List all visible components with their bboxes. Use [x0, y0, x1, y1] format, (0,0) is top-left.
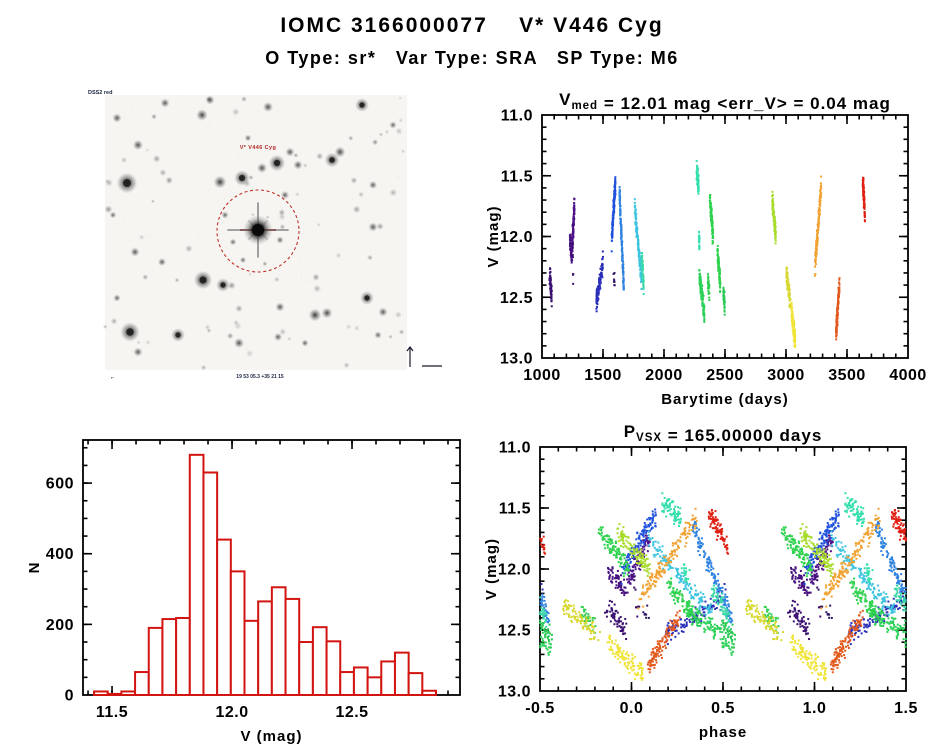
- lightcurve-points: [548, 160, 866, 348]
- field-stars: [109, 95, 397, 357]
- target-circle: [216, 189, 300, 273]
- target-label: V* V446 Cyg: [240, 145, 277, 151]
- svg-text:13.0: 13.0: [500, 351, 533, 368]
- phase-plot-title: PVSX = 165.00000 days: [624, 422, 823, 445]
- svg-text:3000: 3000: [767, 367, 805, 384]
- svg-text:12.5: 12.5: [335, 704, 368, 721]
- histogram-ylabel: N: [26, 562, 43, 574]
- lightcurve-xlabel: Barytime (days): [661, 391, 789, 408]
- svg-text:0.5: 0.5: [711, 700, 735, 717]
- phase-plot-ylabel: V (mag): [483, 538, 500, 600]
- svg-text:0.0: 0.0: [620, 700, 644, 717]
- svg-text:12.5: 12.5: [498, 623, 531, 640]
- svg-text:2000: 2000: [645, 367, 683, 384]
- phase-plot-xlabel: phase: [699, 724, 747, 741]
- histogram-tick-labels: 11.5 12.0 12.5 0 200 400 600 V (mag) N: [26, 476, 368, 745]
- svg-text:13.0: 13.0: [498, 684, 531, 701]
- page-title: IOMC 3166000077 V* V446 Cyg: [280, 14, 664, 37]
- svg-text:0: 0: [65, 688, 74, 705]
- starfield-image: V* V446 Cyg 19 53 05.3 +35 21 15,.: [102, 95, 407, 380]
- svg-text:12.0: 12.0: [215, 704, 248, 721]
- finder-chart: V* V446 Cyg 19 53 05.3 +35 21 15,. DSS2 re…: [88, 90, 442, 380]
- histogram-bars: [93, 453, 438, 697]
- survey-label: DSS2 red: [88, 90, 112, 96]
- svg-text:1000: 1000: [523, 367, 561, 384]
- svg-text:600: 600: [46, 476, 74, 493]
- coords-label: 19 53 05.3 +35 21 15: [236, 374, 284, 380]
- svg-text:2500: 2500: [706, 367, 744, 384]
- svg-text:12.5: 12.5: [500, 290, 533, 307]
- phase-plot-tick-labels: -0.5 0.0 0.5 1.0 1.5 11.0 11.5 12.0 12.5 13.0 phas…: [483, 440, 918, 742]
- svg-text:4000: 4000: [889, 367, 927, 384]
- lightcurve-ticks: [542, 115, 908, 358]
- svg-text:1500: 1500: [584, 367, 622, 384]
- svg-text:3500: 3500: [828, 367, 866, 384]
- phase-points: [539, 492, 907, 681]
- svg-text:11.0: 11.0: [499, 440, 531, 457]
- svg-text:11.5: 11.5: [501, 168, 533, 185]
- svg-text:11.5: 11.5: [499, 501, 531, 518]
- histogram-xlabel: V (mag): [240, 728, 302, 745]
- faint-stars: [102, 96, 406, 371]
- svg-text:11.5: 11.5: [96, 704, 128, 721]
- svg-text:1.0: 1.0: [803, 700, 827, 717]
- svg-text:12.0: 12.0: [498, 562, 531, 579]
- lightcurve-ylabel: V (mag): [485, 205, 502, 267]
- svg-text:12.0: 12.0: [500, 229, 533, 246]
- lightcurve-tick-labels: 1000 1500 2000 2500 3000 3500 4000 11.0 11.5 12.0…: [485, 108, 927, 409]
- page-subtitle: O Type: sr* Var Type: SRA SP Type: M6: [265, 48, 679, 68]
- orientation-compass: [406, 346, 442, 367]
- corner-mark: ,.: [111, 374, 114, 380]
- svg-text:-0.5: -0.5: [525, 700, 555, 717]
- svg-text:11.0: 11.0: [501, 108, 533, 125]
- svg-text:400: 400: [46, 546, 74, 563]
- lightcurve-title: Vmed = 12.01 mag <err_V> = 0.04 mag: [559, 90, 891, 113]
- svg-text:1.5: 1.5: [894, 700, 918, 717]
- svg-text:200: 200: [46, 617, 74, 634]
